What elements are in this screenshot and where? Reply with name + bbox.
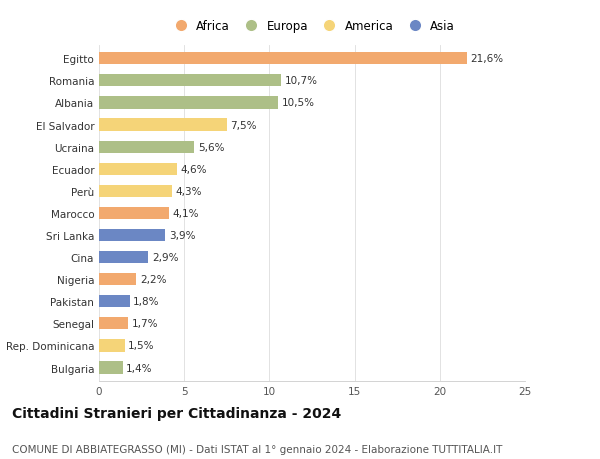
Text: 1,5%: 1,5% <box>128 341 154 351</box>
Bar <box>99 75 281 87</box>
Text: 1,7%: 1,7% <box>131 319 158 329</box>
Bar <box>99 53 467 65</box>
Bar <box>99 163 178 175</box>
Bar <box>99 274 136 285</box>
Bar <box>99 362 123 374</box>
Bar <box>99 119 227 131</box>
Bar <box>99 97 278 109</box>
Bar <box>99 252 148 263</box>
Text: 3,9%: 3,9% <box>169 230 196 241</box>
Bar <box>99 296 130 308</box>
Text: Cittadini Stranieri per Cittadinanza - 2024: Cittadini Stranieri per Cittadinanza - 2… <box>12 406 341 420</box>
Bar <box>99 230 166 241</box>
Text: 10,7%: 10,7% <box>285 76 318 86</box>
Bar <box>99 185 172 197</box>
Text: 1,8%: 1,8% <box>133 297 160 307</box>
Bar <box>99 207 169 219</box>
Legend: Africa, Europa, America, Asia: Africa, Europa, America, Asia <box>166 17 458 37</box>
Text: 4,3%: 4,3% <box>176 186 202 196</box>
Text: COMUNE DI ABBIATEGRASSO (MI) - Dati ISTAT al 1° gennaio 2024 - Elaborazione TUTT: COMUNE DI ABBIATEGRASSO (MI) - Dati ISTA… <box>12 444 502 454</box>
Bar <box>99 340 125 352</box>
Bar <box>99 318 128 330</box>
Bar <box>99 141 194 153</box>
Text: 21,6%: 21,6% <box>470 54 503 64</box>
Text: 1,4%: 1,4% <box>126 363 153 373</box>
Text: 2,2%: 2,2% <box>140 274 166 285</box>
Text: 2,9%: 2,9% <box>152 252 178 263</box>
Text: 5,6%: 5,6% <box>198 142 224 152</box>
Text: 10,5%: 10,5% <box>281 98 314 108</box>
Text: 7,5%: 7,5% <box>230 120 257 130</box>
Text: 4,1%: 4,1% <box>172 208 199 218</box>
Text: 4,6%: 4,6% <box>181 164 207 174</box>
